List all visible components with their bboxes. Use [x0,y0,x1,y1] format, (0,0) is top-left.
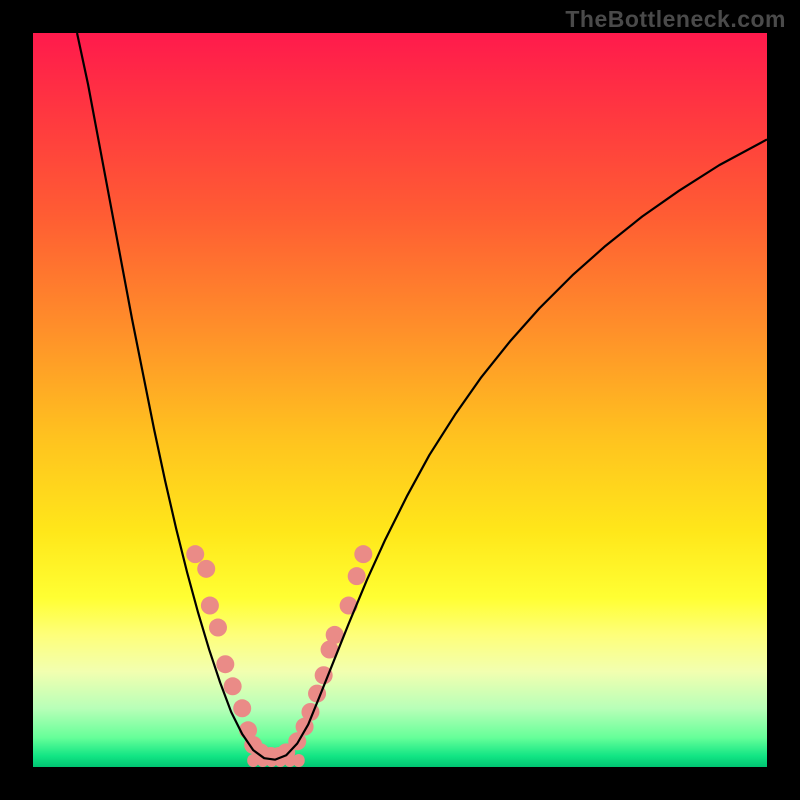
data-marker [348,567,366,585]
data-marker [197,560,215,578]
data-marker [216,655,234,673]
data-marker [354,545,372,563]
plot-svg [33,33,767,767]
data-marker [233,699,251,717]
data-marker [186,545,204,563]
baseline-marker [293,754,305,767]
data-marker [224,677,242,695]
data-marker [340,597,358,615]
data-marker [201,597,219,615]
data-marker [209,619,227,637]
plot-area [33,33,767,767]
chart-container: TheBottleneck.com [0,0,800,800]
watermark-text: TheBottleneck.com [565,6,786,33]
bottleneck-curve [77,33,767,760]
